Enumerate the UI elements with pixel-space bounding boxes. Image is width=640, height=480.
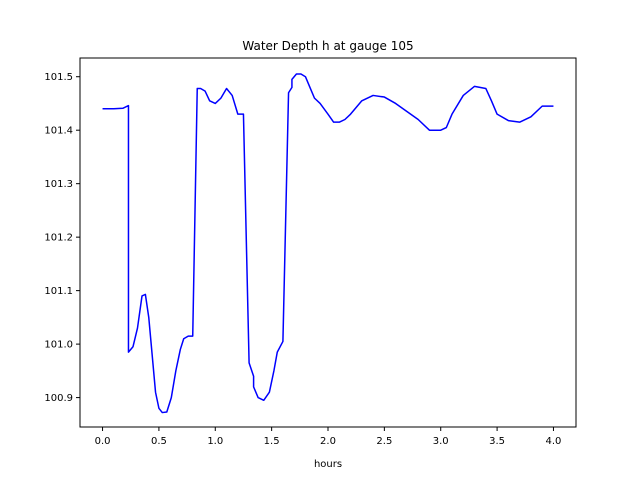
y-tick-label: 101.1 xyxy=(44,286,73,297)
x-tick-label: 3.5 xyxy=(489,436,505,447)
y-axis: 100.9 101.0 101.1 101.2 101.3 101.4 101.5 xyxy=(44,72,80,404)
x-tick-label: 3.0 xyxy=(433,436,449,447)
chart-title: Water Depth h at gauge 105 xyxy=(242,39,413,53)
y-tick-label: 101.2 xyxy=(44,233,73,244)
series-line-water-depth xyxy=(102,73,554,414)
x-tick-label: 2.5 xyxy=(376,436,392,447)
y-tick-label: 101.3 xyxy=(44,179,73,190)
y-tick-label: 101.0 xyxy=(44,340,73,351)
y-tick-label: 100.9 xyxy=(44,393,73,404)
y-tick-label: 101.5 xyxy=(44,72,73,83)
x-tick-label: 4.0 xyxy=(546,436,562,447)
x-tick-label: 1.5 xyxy=(264,436,280,447)
x-axis-label: hours xyxy=(314,459,342,470)
x-tick-label: 0.0 xyxy=(95,436,111,447)
y-tick-label: 101.4 xyxy=(44,126,73,137)
x-tick-label: 2.0 xyxy=(320,436,336,447)
x-tick-label: 0.5 xyxy=(151,436,167,447)
x-axis: 0.0 0.5 1.0 1.5 2.0 2.5 3.0 3.5 4.0 xyxy=(95,427,562,447)
x-tick-label: 1.0 xyxy=(207,436,223,447)
